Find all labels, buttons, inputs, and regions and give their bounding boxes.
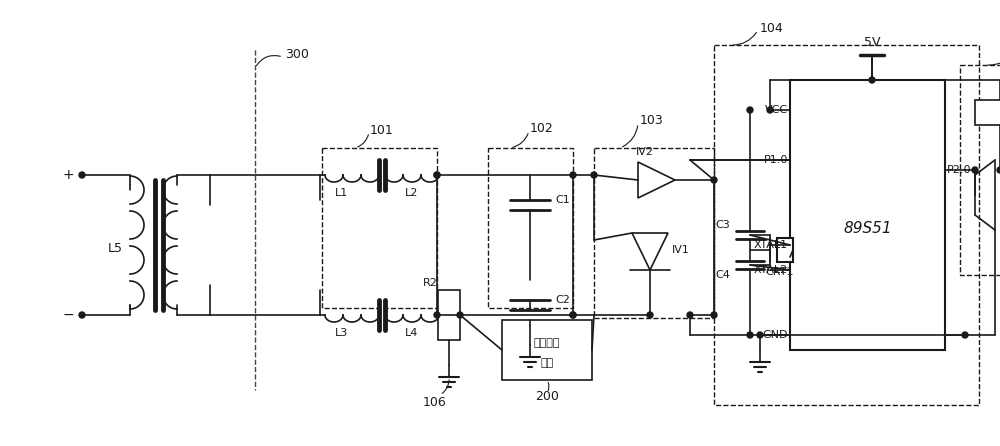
Text: CRT1: CRT1 bbox=[766, 267, 794, 277]
Text: −: − bbox=[62, 308, 74, 322]
Circle shape bbox=[869, 77, 875, 83]
Circle shape bbox=[434, 172, 440, 178]
Bar bbox=[790, 80, 945, 350]
Text: 102: 102 bbox=[530, 121, 554, 135]
Circle shape bbox=[687, 312, 693, 318]
Bar bbox=[714, 45, 979, 405]
Text: P1.0: P1.0 bbox=[764, 155, 788, 165]
Bar bbox=[594, 148, 714, 318]
Circle shape bbox=[711, 177, 717, 183]
Bar bbox=[502, 320, 592, 380]
Circle shape bbox=[570, 312, 576, 318]
Circle shape bbox=[997, 167, 1000, 173]
Text: 106: 106 bbox=[423, 396, 447, 409]
Circle shape bbox=[747, 107, 753, 113]
Text: L5: L5 bbox=[108, 241, 122, 255]
Text: C1: C1 bbox=[555, 195, 570, 205]
Text: 103: 103 bbox=[640, 113, 664, 127]
Text: C3: C3 bbox=[715, 220, 730, 230]
Text: 101: 101 bbox=[370, 124, 394, 136]
Circle shape bbox=[434, 312, 440, 318]
Bar bbox=[322, 148, 437, 308]
Text: P2.0: P2.0 bbox=[947, 165, 972, 175]
Circle shape bbox=[570, 312, 576, 318]
Text: L1: L1 bbox=[335, 188, 349, 198]
Text: L2: L2 bbox=[405, 188, 419, 198]
Circle shape bbox=[757, 332, 763, 338]
Circle shape bbox=[711, 312, 717, 318]
Circle shape bbox=[591, 172, 597, 178]
Text: VCC: VCC bbox=[765, 105, 788, 115]
Text: IV1: IV1 bbox=[672, 245, 690, 255]
Text: XTAL1: XTAL1 bbox=[754, 240, 788, 250]
Circle shape bbox=[79, 172, 85, 178]
Bar bbox=[975, 100, 1000, 125]
Circle shape bbox=[972, 167, 978, 173]
Text: L4: L4 bbox=[405, 328, 419, 338]
Text: 电路: 电路 bbox=[540, 358, 554, 368]
Text: C4: C4 bbox=[715, 270, 730, 280]
Circle shape bbox=[647, 312, 653, 318]
Text: R2: R2 bbox=[423, 278, 437, 288]
Text: L3: L3 bbox=[335, 328, 349, 338]
Circle shape bbox=[767, 107, 773, 113]
Text: XTAL2: XTAL2 bbox=[754, 265, 788, 275]
Text: 89S51: 89S51 bbox=[843, 221, 892, 236]
Bar bbox=[488, 148, 573, 308]
Bar bbox=[960, 65, 1000, 275]
Text: IV2: IV2 bbox=[636, 147, 654, 157]
Text: 5V: 5V bbox=[864, 36, 880, 49]
Bar bbox=[438, 290, 460, 340]
Text: +: + bbox=[62, 168, 74, 182]
Circle shape bbox=[747, 332, 753, 338]
Circle shape bbox=[79, 312, 85, 318]
Text: 300: 300 bbox=[285, 49, 309, 62]
Circle shape bbox=[457, 312, 463, 318]
Text: GND: GND bbox=[763, 330, 788, 340]
Bar bbox=[777, 238, 793, 262]
Text: 104: 104 bbox=[760, 21, 784, 34]
Text: 200: 200 bbox=[535, 391, 559, 404]
Text: C2: C2 bbox=[555, 295, 570, 305]
Text: 电量计算: 电量计算 bbox=[534, 338, 560, 348]
Circle shape bbox=[434, 172, 440, 178]
Circle shape bbox=[570, 172, 576, 178]
Circle shape bbox=[962, 332, 968, 338]
